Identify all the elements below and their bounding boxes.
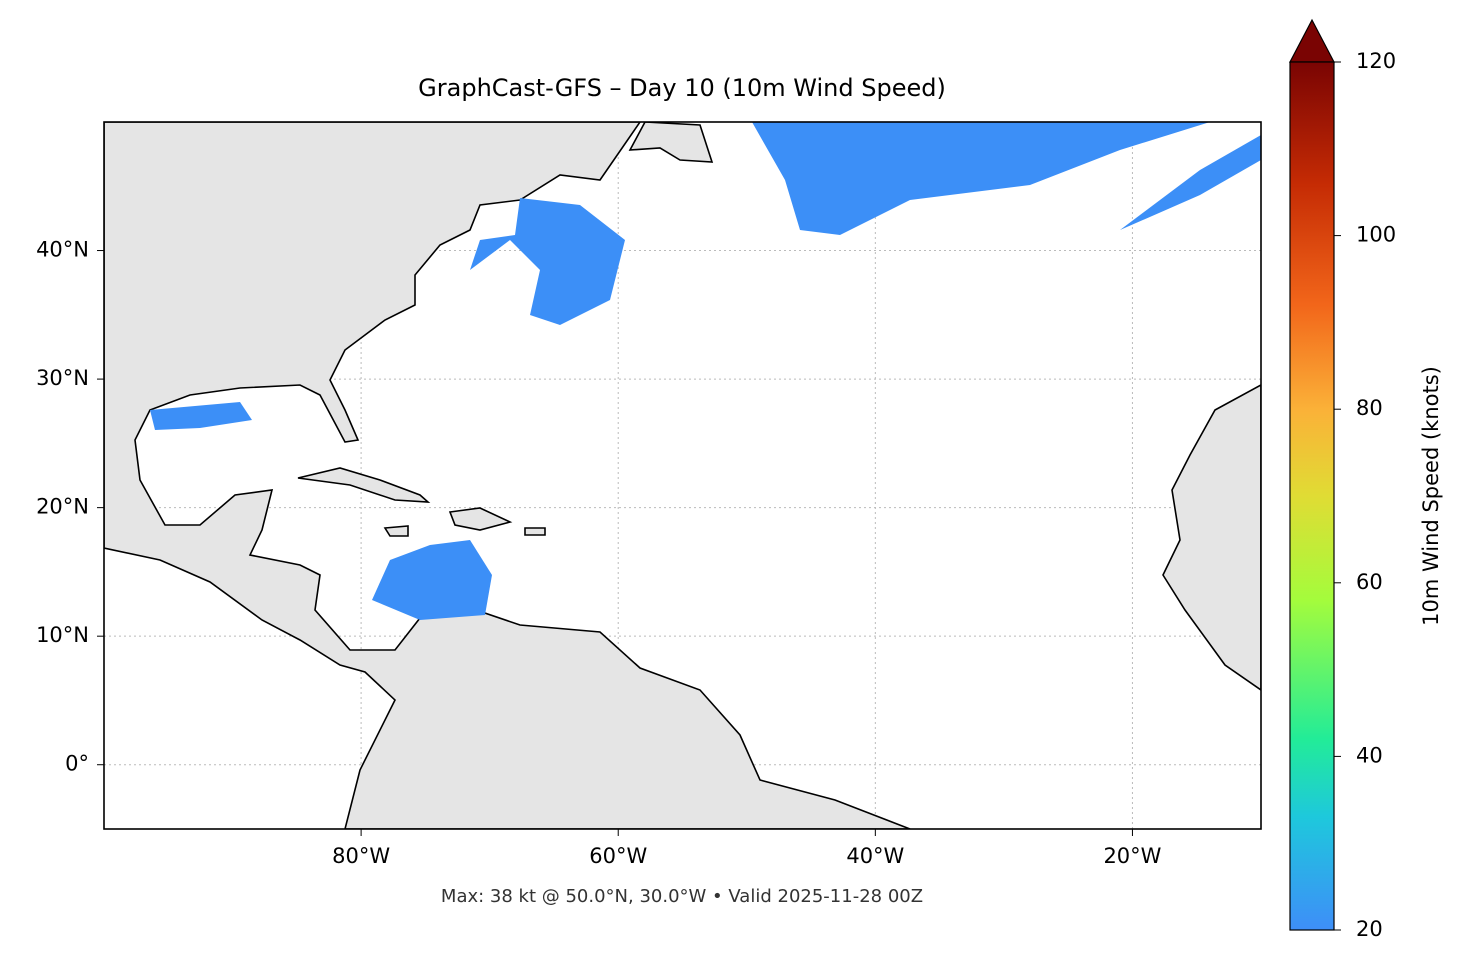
x-tick-label: 80°W [332, 844, 390, 868]
wind-field [1120, 135, 1261, 230]
map-area [104, 122, 1261, 829]
puerto-rico [524, 527, 546, 536]
wind-field [752, 122, 1210, 235]
wind-field [372, 540, 492, 620]
hispaniola [448, 507, 513, 531]
colorbar-tick-label: 120 [1356, 49, 1396, 73]
colorbar-label: 10m Wind Speed (knots) [1419, 366, 1443, 626]
americas [104, 122, 911, 829]
colorbar [1289, 61, 1335, 931]
colorbar-tick-label: 100 [1356, 223, 1396, 247]
x-tick-label: 20°W [1103, 844, 1161, 868]
colorbar-tick-label: 20 [1356, 917, 1383, 941]
cuba [297, 467, 431, 503]
y-tick-label: 20°N [36, 495, 89, 519]
y-tick-label: 10°N [36, 623, 89, 647]
colorbar-tick-label: 80 [1356, 396, 1383, 420]
colorbar-tick-label: 40 [1356, 743, 1383, 767]
x-tick-label: 40°W [846, 844, 904, 868]
africa [1162, 384, 1261, 691]
y-tick-label: 40°N [36, 238, 89, 262]
y-tick-label: 30°N [36, 366, 89, 390]
axes: 80°W 60°W 40°W 20°W 0° 10°N 20°N 30°N 40°N [36, 238, 1162, 868]
wind-field [150, 402, 252, 430]
map-frame [103, 121, 1262, 830]
x-tick-label: 60°W [589, 844, 647, 868]
jamaica [383, 525, 409, 537]
colorbar-extend [1289, 18, 1335, 63]
footnote: Max: 38 kt @ 50.0°N, 30.0°W • Valid 2025… [441, 886, 923, 907]
newfoundland [628, 122, 714, 163]
title: GraphCast-GFS – Day 10 (10m Wind Speed) [418, 74, 946, 102]
wind-field [470, 198, 625, 325]
colorbar-tick-label: 60 [1356, 570, 1383, 594]
y-tick-label: 0° [65, 752, 89, 776]
